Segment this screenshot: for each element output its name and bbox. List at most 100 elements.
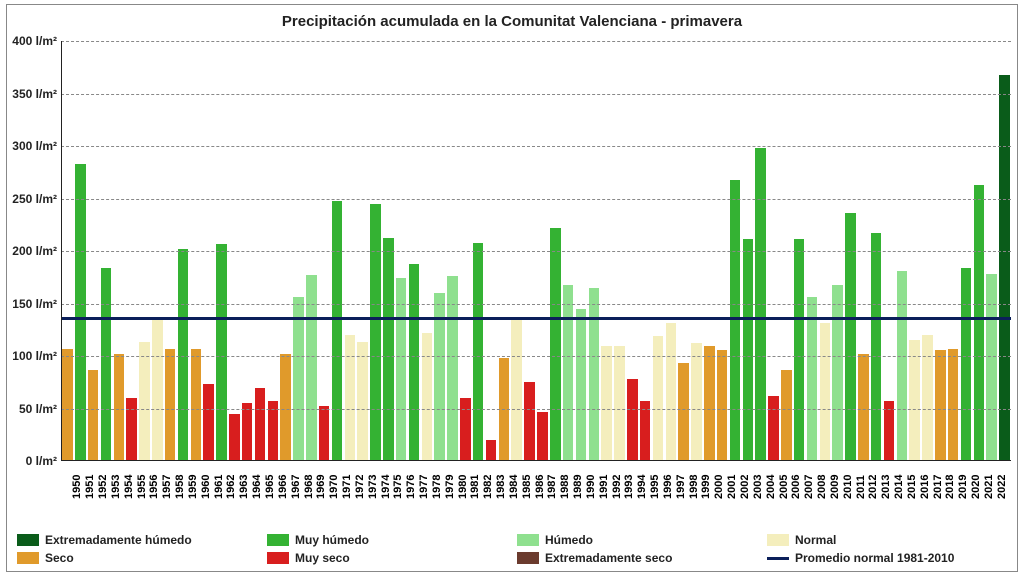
bar — [499, 358, 510, 461]
legend-swatch-line — [767, 557, 789, 560]
bar — [422, 333, 433, 461]
bar — [319, 406, 330, 461]
bar — [589, 288, 600, 461]
y-tick-label: 250 l/m² — [11, 192, 57, 206]
bar — [383, 238, 394, 461]
gridline — [61, 304, 1011, 305]
bar — [332, 201, 343, 461]
bar — [743, 239, 754, 461]
bar — [280, 354, 291, 461]
bar — [704, 346, 715, 462]
gridline — [61, 94, 1011, 95]
bar — [293, 297, 304, 461]
bar — [627, 379, 638, 461]
y-tick-label: 200 l/m² — [11, 244, 57, 258]
gridline — [61, 356, 1011, 357]
bar — [935, 350, 946, 461]
bar — [871, 233, 882, 461]
bar — [691, 343, 702, 461]
legend-label: Normal — [795, 533, 836, 547]
average-line — [61, 317, 1011, 320]
legend-label: Promedio normal 1981-2010 — [795, 551, 954, 565]
bar — [409, 264, 420, 461]
legend-swatch — [17, 552, 39, 564]
legend-swatch — [267, 552, 289, 564]
x-axis — [61, 460, 1011, 461]
gridline — [61, 409, 1011, 410]
bar — [794, 239, 805, 461]
legend-item: Normal — [767, 533, 1007, 547]
gridline — [61, 41, 1011, 42]
bar — [114, 354, 125, 461]
bar — [666, 323, 677, 461]
y-tick-label: 350 l/m² — [11, 87, 57, 101]
bar — [563, 285, 574, 461]
bar — [191, 349, 202, 461]
gridline — [61, 199, 1011, 200]
legend-swatch — [517, 534, 539, 546]
bar — [576, 309, 587, 461]
bar — [755, 148, 766, 461]
bar — [486, 440, 497, 461]
legend-label: Extremadamente seco — [545, 551, 672, 565]
bar — [614, 346, 625, 462]
bar — [897, 271, 908, 461]
bar — [511, 319, 522, 461]
bar — [229, 414, 240, 461]
bar — [884, 401, 895, 461]
bar — [524, 382, 535, 461]
legend-label: Húmedo — [545, 533, 593, 547]
bar — [255, 388, 266, 462]
legend-label: Muy seco — [295, 551, 350, 565]
legend-label: Seco — [45, 551, 74, 565]
bar — [768, 396, 779, 461]
y-tick-label: 50 l/m² — [11, 402, 57, 416]
bar — [537, 412, 548, 461]
bar — [961, 268, 972, 461]
bar — [730, 180, 741, 461]
bar — [974, 185, 985, 461]
bar — [640, 401, 651, 461]
bar — [357, 342, 368, 461]
bar — [396, 278, 407, 461]
bar — [178, 249, 189, 461]
bar — [75, 164, 86, 461]
legend-item: Muy húmedo — [267, 533, 507, 547]
x-labels: 1950195119521953195419551956195719581959… — [61, 463, 1011, 523]
gridline — [61, 251, 1011, 252]
bar — [152, 319, 163, 461]
bar — [126, 398, 137, 461]
bar — [909, 340, 920, 461]
bar — [999, 75, 1010, 461]
bar — [460, 398, 471, 461]
y-tick-label: 300 l/m² — [11, 139, 57, 153]
bar — [370, 204, 381, 461]
legend-swatch — [17, 534, 39, 546]
legend-item: Extremadamente húmedo — [17, 533, 257, 547]
legend-item: Promedio normal 1981-2010 — [767, 551, 1007, 565]
x-tick-label: 2022 — [996, 475, 1020, 499]
bar — [88, 370, 99, 461]
y-tick-label: 400 l/m² — [11, 34, 57, 48]
bar — [678, 363, 689, 461]
legend-label: Extremadamente húmedo — [45, 533, 192, 547]
chart-container: Precipitación acumulada en la Comunitat … — [6, 4, 1018, 572]
y-tick-label: 150 l/m² — [11, 297, 57, 311]
bar — [653, 336, 664, 461]
y-tick-label: 0 l/m² — [11, 454, 57, 468]
legend-swatch — [767, 534, 789, 546]
chart-title: Precipitación acumulada en la Comunitat … — [7, 13, 1017, 30]
legend-swatch — [267, 534, 289, 546]
y-axis — [61, 41, 62, 461]
bar — [550, 228, 561, 461]
bar — [216, 244, 227, 461]
legend: Extremadamente húmedo Muy húmedo Húmedo Nor… — [17, 533, 1007, 565]
bar — [717, 350, 728, 461]
bar — [473, 243, 484, 461]
legend-item: Húmedo — [517, 533, 757, 547]
bar — [242, 403, 253, 461]
legend-item: Seco — [17, 551, 257, 565]
bar — [268, 401, 279, 461]
plot-area — [61, 41, 1011, 461]
legend-label: Muy húmedo — [295, 533, 369, 547]
